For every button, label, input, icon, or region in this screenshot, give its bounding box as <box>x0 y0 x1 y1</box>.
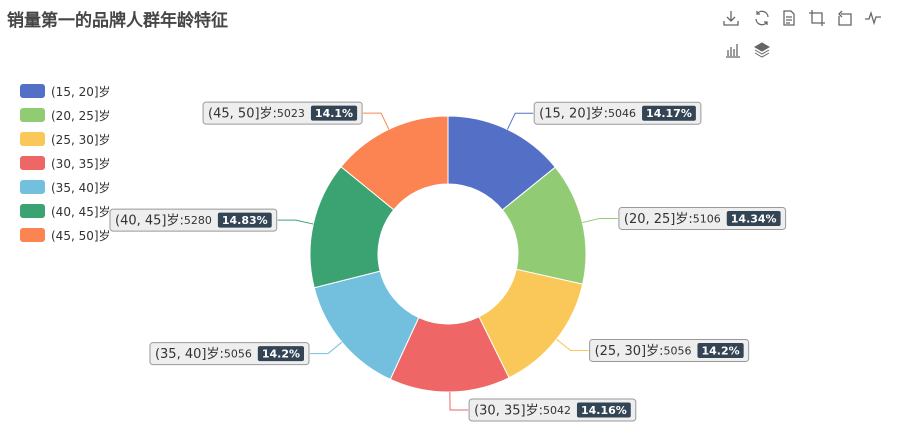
slice-label: (30, 35]岁: 5042 14.16% <box>449 391 637 422</box>
leader-line <box>556 338 589 351</box>
label-category: (25, 30]岁: <box>595 344 664 359</box>
legend-label: (35, 40]岁 <box>51 180 111 195</box>
slice-label: (45, 50]岁: 5023 14.1% <box>202 101 390 130</box>
label-category: (35, 40]岁: <box>155 347 224 362</box>
legend-item[interactable]: (35, 40]岁 <box>20 179 111 195</box>
legend-item[interactable]: (25, 30]岁 <box>20 131 111 147</box>
legend-item[interactable]: (45, 50]岁 <box>20 227 111 243</box>
pie-slice[interactable] <box>340 115 449 211</box>
label-percent: 14.17% <box>646 107 692 120</box>
leader-line <box>506 112 534 130</box>
legend-swatch <box>20 228 45 242</box>
label-value: 5056 <box>663 344 691 357</box>
label-badge <box>310 105 358 121</box>
legend-swatch <box>20 84 45 98</box>
leader-line <box>310 341 343 355</box>
label-percent: 14.16% <box>581 404 627 417</box>
legend-label: (25, 30]岁 <box>51 132 111 147</box>
label-badge <box>697 342 744 358</box>
label-category: (30, 35]岁: <box>474 403 543 418</box>
label-badge <box>257 346 305 362</box>
legend-label: (15, 20]岁 <box>51 84 111 99</box>
zoom-reset-icon[interactable] <box>836 9 854 27</box>
leader-line <box>449 391 469 411</box>
label-percent: 14.1% <box>315 107 353 120</box>
legend-label: (20, 25]岁 <box>51 108 111 123</box>
legend-label: (45, 50]岁 <box>51 228 111 243</box>
label-value: 5046 <box>608 107 636 120</box>
leader-line <box>363 112 390 130</box>
chart-legend: (15, 20]岁 (20, 25]岁 (25, 30]岁 (30, 35]岁 (35,… <box>20 83 111 251</box>
legend-swatch <box>20 108 45 122</box>
legend-item[interactable]: (20, 25]岁 <box>20 107 111 123</box>
line-chart-icon[interactable] <box>864 9 882 27</box>
label-badge <box>576 402 631 418</box>
stack-icon[interactable] <box>753 41 771 59</box>
label-percent: 14.2% <box>701 344 739 357</box>
label-category: (15, 20]岁: <box>539 107 608 122</box>
legend-swatch <box>20 180 45 194</box>
label-percent: 14.83% <box>222 214 268 227</box>
label-badge <box>217 212 272 228</box>
slice-label: (25, 30]岁: 5056 14.2% <box>556 338 750 362</box>
label-value: 5106 <box>693 212 721 225</box>
label-value: 5056 <box>224 348 252 361</box>
download-icon[interactable] <box>722 9 740 27</box>
label-category: (40, 45]岁: <box>115 214 184 229</box>
label-category: (45, 50]岁: <box>208 107 277 122</box>
refresh-icon[interactable] <box>753 9 771 27</box>
legend-label: (40, 45]岁 <box>51 204 111 219</box>
slice-label: (40, 45]岁: 5280 14.83% <box>109 208 314 232</box>
zoom-icon[interactable] <box>808 9 826 27</box>
label-percent: 14.34% <box>731 212 777 225</box>
leader-line <box>582 217 618 224</box>
chart-title: 销量第一的品牌人群年龄特征 <box>7 11 228 31</box>
slice-label: (20, 25]岁: 5106 14.34% <box>582 206 787 230</box>
legend-swatch <box>20 132 45 146</box>
label-percent: 14.2% <box>262 348 300 361</box>
slice-label: (35, 40]岁: 5056 14.2% <box>149 341 343 366</box>
legend-item[interactable]: (30, 35]岁 <box>20 155 111 171</box>
leader-line <box>277 219 314 225</box>
label-value: 5042 <box>543 404 571 417</box>
legend-item[interactable]: (15, 20]岁 <box>20 83 111 99</box>
label-category: (20, 25]岁: <box>624 212 693 227</box>
bar-chart-icon[interactable] <box>724 41 742 59</box>
label-badge <box>642 105 696 121</box>
label-value: 5023 <box>277 107 305 120</box>
legend-swatch <box>20 204 45 218</box>
data-view-icon[interactable] <box>780 9 798 27</box>
legend-swatch <box>20 156 45 170</box>
legend-label: (30, 35]岁 <box>51 156 111 171</box>
legend-item[interactable]: (40, 45]岁 <box>20 203 111 219</box>
label-value: 5280 <box>184 214 212 227</box>
slice-label: (15, 20]岁: 5046 14.17% <box>506 101 702 130</box>
label-badge <box>726 210 781 226</box>
